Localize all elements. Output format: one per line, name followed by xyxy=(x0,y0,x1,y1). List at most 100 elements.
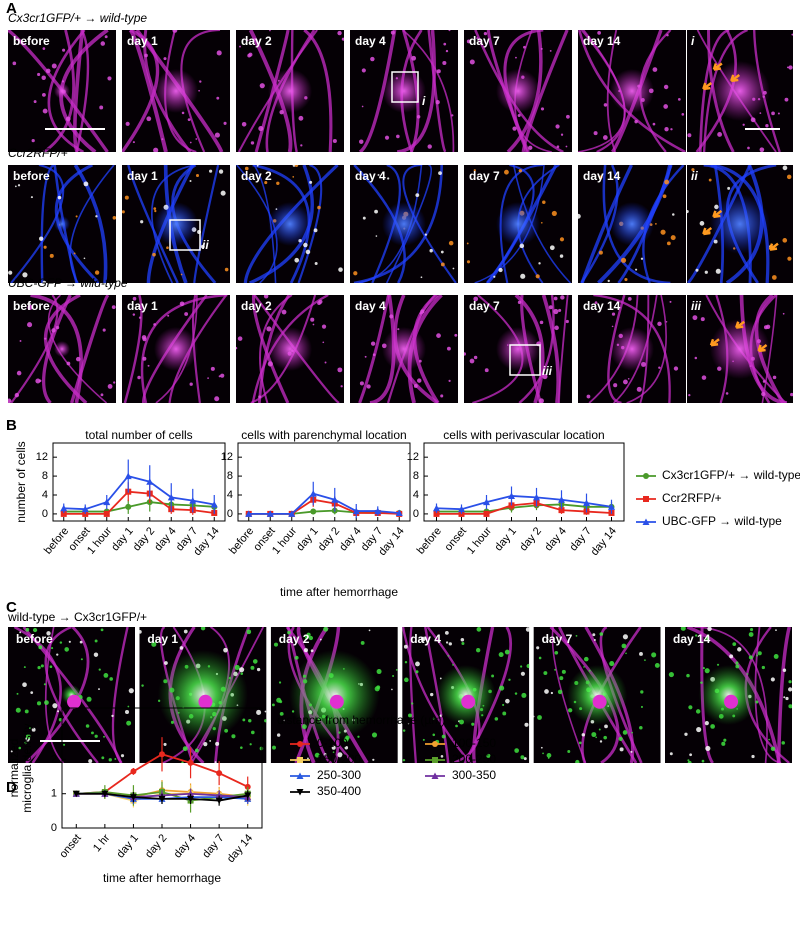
cell xyxy=(666,33,669,37)
cell xyxy=(520,755,525,760)
cell xyxy=(707,627,712,632)
lesion xyxy=(154,69,198,113)
cell xyxy=(669,752,673,756)
vessel xyxy=(41,295,72,403)
cell xyxy=(705,636,710,641)
cell xyxy=(163,57,167,61)
legend-label: 300-350 xyxy=(452,768,496,782)
data-point xyxy=(129,794,137,801)
cell xyxy=(14,392,20,398)
x-tick-label: day 1 xyxy=(294,525,320,553)
data-point xyxy=(458,505,465,513)
cell xyxy=(581,733,586,737)
micrograph xyxy=(236,30,344,152)
data-point xyxy=(432,741,438,747)
cell xyxy=(338,267,343,272)
chart: cells with parenchymal location 0 4 8 12 befo… xyxy=(221,428,411,599)
cell xyxy=(93,652,99,657)
cell xyxy=(443,42,447,46)
legend-title: distance from hemorrhage (µm) xyxy=(277,713,445,727)
cell xyxy=(244,166,249,171)
legend-label: 350-400 xyxy=(317,784,361,798)
roi-box xyxy=(169,219,201,251)
data-point xyxy=(72,790,80,798)
cell xyxy=(549,245,555,251)
cell xyxy=(194,748,199,753)
data-point xyxy=(608,503,615,510)
cell xyxy=(198,89,200,92)
cell xyxy=(640,257,644,260)
cell xyxy=(172,30,178,33)
cell xyxy=(494,717,499,721)
data-point xyxy=(125,503,132,510)
y-tick-label: 12 xyxy=(36,451,48,463)
micrograph xyxy=(402,627,530,763)
y-tick-label: 8 xyxy=(227,470,233,482)
cell xyxy=(375,235,378,237)
lesion xyxy=(610,202,654,246)
arrow xyxy=(702,227,713,236)
cell xyxy=(314,752,320,758)
vessel xyxy=(151,165,196,283)
lesion xyxy=(268,202,312,246)
cell xyxy=(141,684,144,687)
cell xyxy=(236,346,238,350)
plot-frame xyxy=(423,442,625,522)
cell xyxy=(308,635,314,641)
cell xyxy=(8,398,12,403)
cell xyxy=(23,666,26,669)
lesion xyxy=(710,194,770,254)
cell xyxy=(33,100,37,104)
cell xyxy=(61,80,65,83)
lesion xyxy=(268,69,312,113)
cell xyxy=(694,356,698,360)
lesion xyxy=(54,341,70,357)
x-tick-label: day 4 xyxy=(152,525,178,553)
cell xyxy=(559,254,564,258)
roi-label: iii xyxy=(542,364,553,378)
x-tick-label: day 4 xyxy=(172,832,198,860)
cell xyxy=(786,174,792,180)
cell xyxy=(359,139,364,144)
y-axis-label: microglia density xyxy=(20,723,34,812)
cell xyxy=(241,122,247,127)
cell xyxy=(256,667,261,672)
cell xyxy=(729,654,734,659)
cell xyxy=(555,124,560,129)
y-tick-label: 8 xyxy=(413,470,419,482)
cell xyxy=(725,392,729,395)
cell xyxy=(445,49,449,53)
vessel xyxy=(402,30,455,152)
x-axis-label: time after hemorrhage xyxy=(103,871,221,885)
cell xyxy=(146,116,152,122)
cell xyxy=(43,683,46,686)
cell xyxy=(790,392,793,397)
cell xyxy=(31,727,36,732)
cell xyxy=(353,271,358,276)
tile-label: day 2 xyxy=(279,632,310,646)
cell xyxy=(603,735,607,740)
cell xyxy=(631,731,633,734)
cell xyxy=(19,340,22,342)
cell xyxy=(324,361,327,364)
vessel xyxy=(193,165,220,283)
cell xyxy=(442,60,447,66)
micrograph xyxy=(533,627,661,763)
cell xyxy=(321,324,327,329)
row-title: Ccr2RFP/+ xyxy=(8,146,68,160)
cell xyxy=(303,242,308,248)
y-tick-label: 2 xyxy=(51,753,57,765)
micrograph xyxy=(578,165,686,283)
cell xyxy=(73,252,76,255)
cell xyxy=(420,276,423,279)
x-tick-label: day 1 xyxy=(114,832,140,860)
cell xyxy=(583,666,585,668)
data-point xyxy=(159,751,165,758)
tile-label: day 14 xyxy=(583,299,621,313)
cell xyxy=(337,752,343,758)
data-point xyxy=(508,492,515,499)
cell xyxy=(466,39,471,44)
cell xyxy=(475,648,481,653)
cell xyxy=(366,384,371,389)
lesion xyxy=(157,650,248,740)
